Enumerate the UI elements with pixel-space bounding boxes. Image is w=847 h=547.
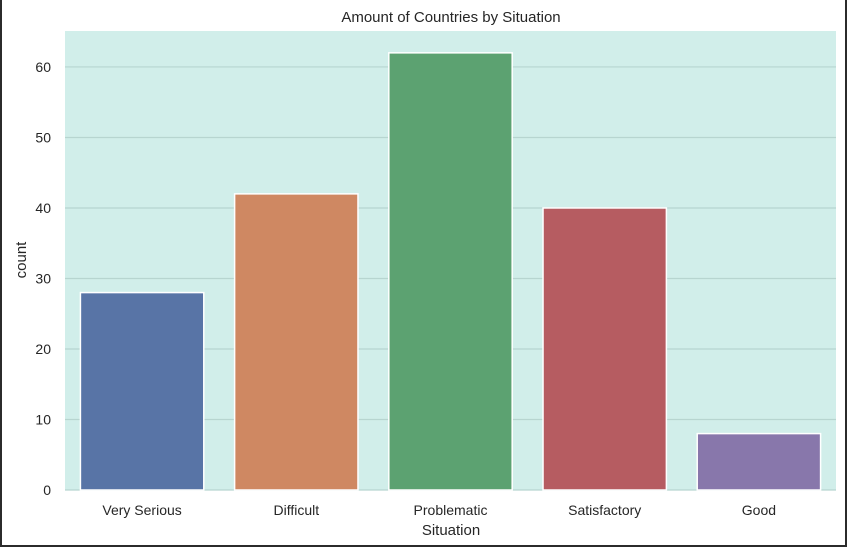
bar-problematic (388, 52, 513, 491)
x-tick-label: Very Serious (102, 502, 181, 518)
bar-good (696, 432, 822, 491)
y-tick-label: 20 (35, 341, 51, 357)
bar-difficult (233, 193, 359, 491)
x-tick-label: Good (742, 502, 776, 518)
x-tick-labels: Very Serious Difficult Problematic Satisfac… (102, 502, 776, 518)
y-tick-label: 0 (43, 482, 51, 498)
y-tick-label: 30 (35, 270, 51, 286)
x-tick-label: Problematic (414, 502, 488, 518)
x-axis-label: Situation (422, 522, 480, 539)
y-tick-label: 50 (35, 129, 51, 145)
y-axis-label: count (13, 241, 30, 279)
chart-title: Amount of Countries by Situation (341, 9, 560, 26)
bars (79, 52, 822, 491)
x-tick-label: Difficult (273, 502, 319, 518)
y-tick-labels: 0 10 20 30 40 50 60 (35, 59, 51, 498)
bar-satisfactory (542, 207, 668, 491)
y-tick-label: 40 (35, 200, 51, 216)
y-tick-label: 60 (35, 59, 51, 75)
y-tick-label: 10 (35, 411, 51, 427)
bar-very-serious (79, 291, 205, 491)
x-tick-label: Satisfactory (568, 502, 641, 518)
